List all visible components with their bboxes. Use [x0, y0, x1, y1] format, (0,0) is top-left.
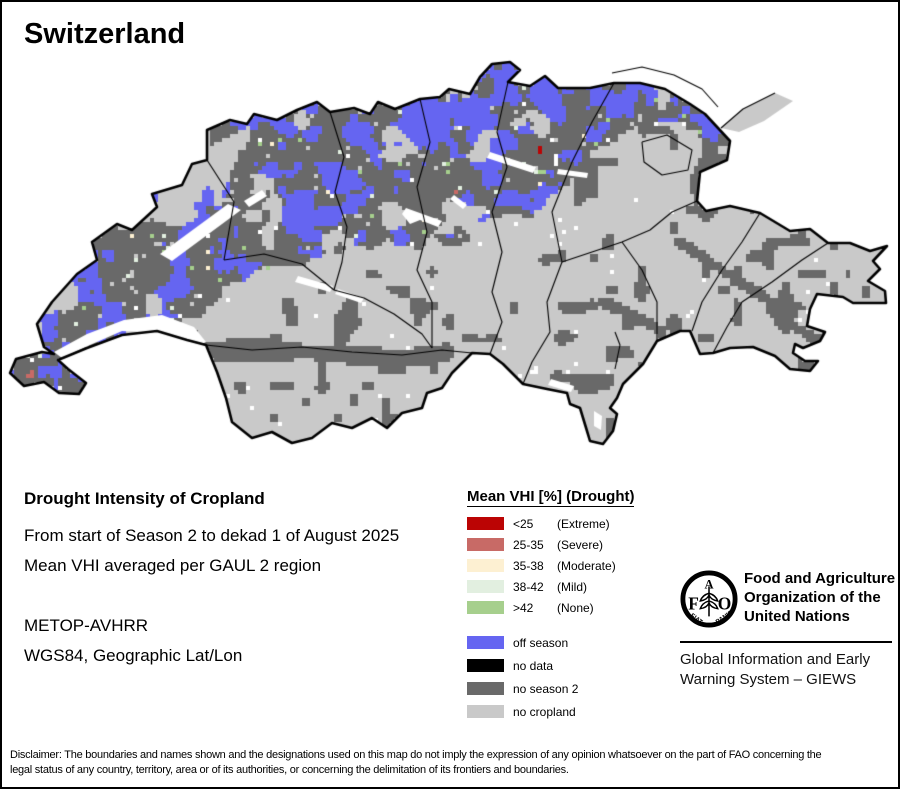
legend-qualifier: (None)	[557, 600, 594, 615]
legend-item-drought-1: 25-35 (Severe)	[467, 534, 667, 555]
legend-qualifier: (Extreme)	[557, 516, 610, 531]
svg-text:F: F	[688, 594, 699, 614]
legend-swatch	[467, 559, 504, 572]
legend-label: no cropland	[513, 704, 576, 719]
legend-item-coverage-1: no data	[467, 654, 667, 677]
svg-text:O: O	[718, 594, 732, 614]
legend-swatch	[467, 682, 504, 695]
legend-range: 35-38	[513, 558, 544, 573]
legend-swatch	[467, 601, 504, 614]
fao-organization-name: Food and Agriculture Organization of the…	[744, 570, 896, 625]
legend-label: no data	[513, 658, 554, 673]
legend-qualifier: (Severe)	[557, 537, 604, 552]
legend-item-drought-2: 35-38 (Moderate)	[467, 555, 667, 576]
drought-map-canvas	[2, 2, 900, 472]
map-subtitle: Drought Intensity of Cropland	[24, 489, 265, 508]
legend-range: >42	[513, 600, 534, 615]
legend-title: Mean VHI [%] (Drought)	[467, 488, 635, 507]
legend-item-coverage-0: off season	[467, 631, 667, 654]
legend-item-coverage-2: no season 2	[467, 677, 667, 700]
legend-label: no season 2	[513, 681, 579, 696]
legend-range: <25	[513, 516, 534, 531]
legend-coverage-classes: off season no data no season 2 no cropland	[467, 631, 667, 723]
legend-swatch	[467, 636, 504, 649]
legend-swatch	[467, 659, 504, 672]
legend-item-drought-3: 38-42 (Mild)	[467, 576, 667, 597]
svg-text:A: A	[704, 577, 713, 591]
legend-item-coverage-3: no cropland	[467, 700, 667, 723]
giews-name: Global Information and Early Warning Sys…	[680, 651, 871, 688]
map-projection: WGS84, Geographic Lat/Lon	[24, 646, 243, 665]
footer-divider	[680, 641, 892, 643]
legend-drought-classes: <25 (Extreme) 25-35 (Severe) 35-38 (Moderate)…	[467, 513, 667, 618]
legend-item-drought-4: >42 (None)	[467, 597, 667, 618]
legend-item-drought-0: <25 (Extreme)	[467, 513, 667, 534]
legend-label: off season	[513, 635, 569, 650]
map-sensor: METOP-AVHRR	[24, 616, 149, 635]
switzerland-map	[2, 2, 900, 472]
legend-swatch	[467, 580, 504, 593]
fao-logo-icon: F A O FIAT PANIS	[680, 570, 738, 628]
map-period: From start of Season 2 to dekad 1 of Aug…	[24, 526, 400, 545]
legend-range: 25-35	[513, 537, 544, 552]
disclaimer-text: Disclaimer: The boundaries and names sho…	[10, 749, 822, 776]
legend-swatch	[467, 705, 504, 718]
legend-range: 38-42	[513, 579, 544, 594]
legend: Mean VHI [%] (Drought) <25 (Extreme) 25-35…	[467, 488, 667, 723]
legend-qualifier: (Mild)	[557, 579, 587, 594]
legend-swatch	[467, 517, 504, 530]
legend-qualifier: (Moderate)	[557, 558, 616, 573]
legend-swatch	[467, 538, 504, 551]
map-method: Mean VHI averaged per GAUL 2 region	[24, 556, 322, 575]
